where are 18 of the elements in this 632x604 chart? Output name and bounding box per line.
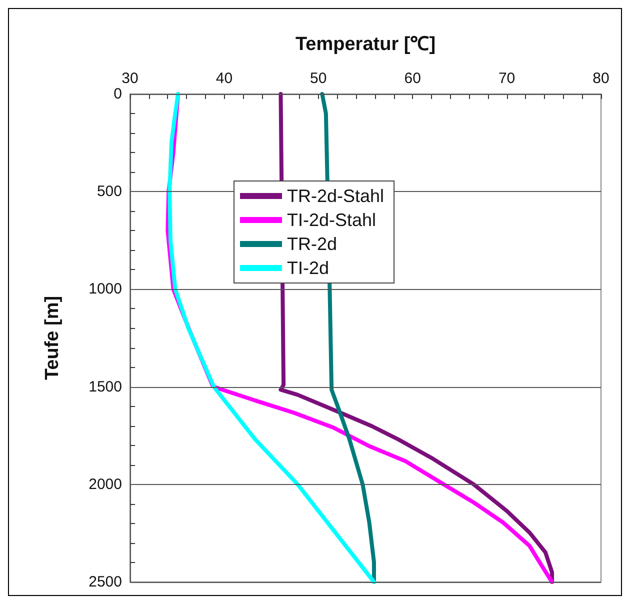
x-tick-label: 40 xyxy=(216,70,233,87)
x-tick-label: 60 xyxy=(404,70,421,87)
y-tick-label: 1000 xyxy=(88,280,122,298)
x-tick-label: 80 xyxy=(592,70,610,87)
y-tick-label: 0 xyxy=(114,86,122,102)
y-tick-label: 2000 xyxy=(88,476,122,493)
legend-label: TI-2d-Stahl xyxy=(287,210,376,230)
y-axis-title: Teufe [m] xyxy=(42,296,63,380)
y-tick-label: 2500 xyxy=(88,574,122,590)
x-tick-label: 30 xyxy=(122,70,138,87)
x-axis-title: Temperatur [℃] xyxy=(295,34,436,55)
x-tick-label: 70 xyxy=(498,70,516,87)
legend-label: TR-2d-Stahl xyxy=(287,186,384,206)
y-tick-label: 1500 xyxy=(88,378,122,396)
legend-label: TR-2d xyxy=(287,234,338,254)
x-tick-label: 50 xyxy=(310,70,327,87)
legend-label: TI-2d xyxy=(287,258,330,278)
y-tick-label: 500 xyxy=(96,183,122,200)
